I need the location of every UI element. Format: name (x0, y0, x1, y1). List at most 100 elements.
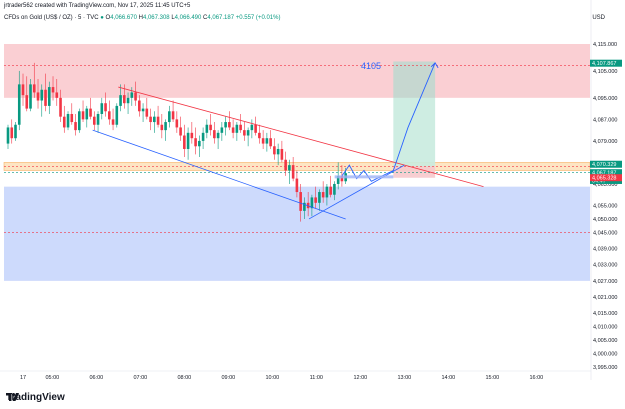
x-tick-label: 15:00 (485, 375, 499, 381)
tradingview-brand: TradingView (6, 392, 65, 403)
candle-body (321, 192, 325, 198)
stop-zone (393, 166, 436, 178)
x-tick-label: 10:00 (265, 375, 279, 381)
candle-body (85, 108, 89, 120)
candle-body (164, 122, 167, 131)
candle-body (261, 138, 265, 144)
y-tick-label: 4,055.000 (593, 204, 617, 210)
candle-body (325, 186, 329, 198)
candle-body (194, 138, 197, 147)
ohlc-low: 4,066.490 (174, 15, 202, 21)
price-tag-label: 4,107.867 (592, 61, 616, 67)
candle-body (175, 119, 179, 128)
candle-body (108, 111, 111, 120)
candle-body (254, 124, 257, 133)
candle-body (156, 116, 160, 125)
x-tick-label: 17 (20, 375, 26, 381)
y-tick-label: 3,995.000 (593, 365, 617, 371)
ohlc-close: 4,067.187 (207, 15, 235, 21)
candle-body (14, 124, 17, 139)
target-overlap (393, 61, 436, 98)
candle-body (51, 87, 55, 93)
candle-body (21, 84, 25, 96)
candle-body (59, 97, 62, 117)
y-tick-label: 4,005.000 (593, 338, 617, 344)
tradingview-footer: TradingView (6, 392, 65, 403)
candle-body (171, 111, 175, 120)
ohlc-low-prefix: L (171, 15, 175, 21)
candle-body (220, 127, 224, 133)
candle-body (239, 124, 242, 131)
support-zone (4, 186, 590, 281)
x-tick-label: 14:00 (441, 375, 455, 381)
candle-body (291, 165, 295, 179)
y-tick-label: 4,050.000 (593, 217, 617, 223)
candle-body (40, 89, 44, 101)
projection-path (341, 62, 436, 182)
candle-body (17, 84, 21, 125)
price-tag-label: 4,065.328 (592, 176, 616, 182)
x-tick-label: 16:00 (529, 375, 543, 381)
candle-body (198, 140, 201, 147)
y-tick-label: 4,039.000 (593, 247, 617, 253)
ohlc-high-prefix: H (138, 15, 143, 21)
x-tick-label: 05:00 (45, 375, 59, 381)
candle-body (119, 95, 122, 106)
candle-body (186, 132, 190, 149)
y-tick-label: 4,027.000 (593, 279, 617, 285)
y-tick-label: 4,115.000 (593, 42, 617, 48)
candle-body (10, 127, 14, 139)
candle-body (333, 183, 336, 195)
candle-body (269, 138, 272, 147)
annotation-4105: 4105 (361, 61, 381, 71)
candle-body (243, 130, 246, 136)
x-tick-label: 07:00 (133, 375, 147, 381)
candle-body (138, 100, 141, 112)
y-tick-label: 4,045.000 (593, 230, 617, 236)
current-price-block (334, 175, 394, 179)
candle-body (111, 119, 115, 125)
candle-body (273, 146, 276, 155)
candle-body (44, 89, 47, 106)
candle-body (209, 124, 212, 131)
candle-body (66, 113, 70, 128)
x-tick-label: 06:00 (89, 375, 103, 381)
candle-body (340, 175, 344, 182)
candle-body (299, 192, 302, 211)
candle-body (126, 97, 130, 104)
candle-body (62, 116, 66, 128)
candle-body (149, 116, 152, 123)
y-tick-label: 4,010.000 (593, 325, 617, 331)
y-tick-label: 4,000.000 (593, 352, 617, 358)
y-tick-label: 4,033.000 (593, 263, 617, 269)
price-tag-label: 04:47 (592, 178, 606, 184)
candle-body (29, 84, 32, 109)
candle-body (336, 175, 340, 184)
y-tick-label: 4,021.000 (593, 295, 617, 301)
candle-body (228, 122, 231, 128)
x-tick-label: 13:00 (397, 375, 411, 381)
candle-body (6, 127, 10, 144)
resistance-zone (4, 44, 590, 98)
candle-body (183, 135, 186, 149)
candle-body (141, 108, 145, 112)
price-tag-label: 4,070.329 (592, 162, 616, 168)
candle-body (288, 165, 291, 171)
candle-body (231, 127, 235, 133)
price-tag-bg (590, 59, 622, 67)
candle-body (70, 113, 74, 123)
candle-body (190, 132, 194, 139)
candle-body (314, 197, 317, 203)
y-tick-label: 4,095.000 (593, 96, 617, 102)
x-tick-label: 08:00 (177, 375, 191, 381)
candle-body (104, 103, 107, 112)
candle-body (310, 197, 314, 209)
candle-body (201, 132, 205, 141)
candle-body (168, 111, 171, 123)
lower-channel-line (92, 129, 346, 220)
tradingview-logo-icon (6, 393, 19, 401)
x-tick-label: 11:00 (310, 375, 323, 381)
candle-body (123, 95, 126, 104)
candle-body (258, 132, 261, 139)
